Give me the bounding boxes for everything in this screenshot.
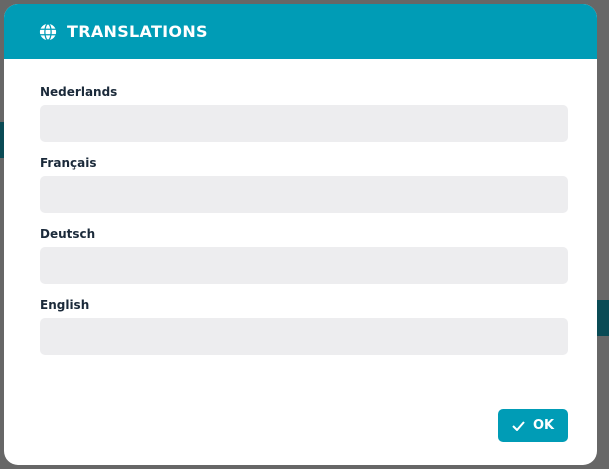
field-deutsch: Deutsch — [40, 227, 568, 284]
ok-label: OK — [532, 418, 555, 433]
field-label: Deutsch — [40, 227, 96, 241]
check-icon — [512, 420, 525, 431]
english-input[interactable] — [40, 318, 568, 355]
francais-input[interactable] — [40, 176, 568, 213]
dialog-header: TRANSLATIONS — [4, 4, 597, 59]
background-panel — [0, 122, 6, 158]
field-nederlands: Nederlands — [40, 85, 568, 142]
field-english: English — [40, 298, 568, 355]
ok-button[interactable]: OK — [498, 409, 568, 442]
field-label: Nederlands — [40, 85, 118, 99]
field-label: Français — [40, 156, 97, 170]
background-panel — [597, 300, 609, 336]
nederlands-input[interactable] — [40, 105, 568, 142]
dialog-title: TRANSLATIONS — [67, 22, 208, 41]
globe-icon — [39, 22, 57, 41]
deutsch-input[interactable] — [40, 247, 568, 284]
field-label: English — [40, 298, 90, 312]
translations-dialog: TRANSLATIONS Nederlands Français Deutsch… — [4, 4, 597, 465]
field-francais: Français — [40, 156, 568, 213]
